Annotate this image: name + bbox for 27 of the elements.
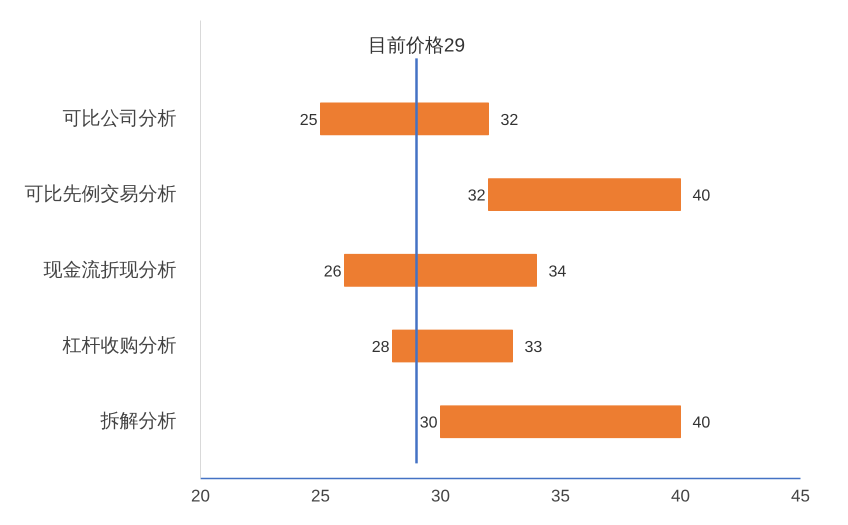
y-tick-label: 杠杆收购分析 (62, 336, 176, 357)
bar (440, 405, 681, 438)
annotation: 30 (420, 414, 438, 432)
bar (320, 102, 489, 136)
annotation: 40 (692, 414, 710, 432)
x-tick-label: 25 (311, 486, 330, 506)
y-tick-label: 可比公司分析 (62, 108, 176, 130)
bar (392, 330, 513, 362)
annotation: 40 (692, 188, 710, 205)
x-tick-label: 40 (671, 486, 690, 506)
x-tick-label: 20 (191, 486, 210, 506)
annotation: 28 (372, 339, 390, 356)
annotation: 33 (524, 339, 542, 356)
y-tick-label: 现金流折现分析 (44, 258, 176, 281)
annotation: 25 (300, 112, 318, 129)
ref-line-label: 目前价格29 (368, 35, 466, 56)
bar (488, 178, 681, 212)
x-tick-label: 30 (431, 486, 450, 506)
y-tick-label: 可比先例交易分析 (24, 183, 176, 206)
annotation: 32 (468, 188, 486, 205)
bar (344, 254, 537, 287)
annotation: 32 (500, 112, 518, 129)
annotation: 26 (324, 263, 342, 280)
y-tick-label: 拆解分析 (100, 411, 176, 432)
x-tick-label: 35 (551, 486, 570, 506)
annotation: 34 (548, 263, 566, 280)
x-tick-label: 45 (791, 486, 810, 506)
